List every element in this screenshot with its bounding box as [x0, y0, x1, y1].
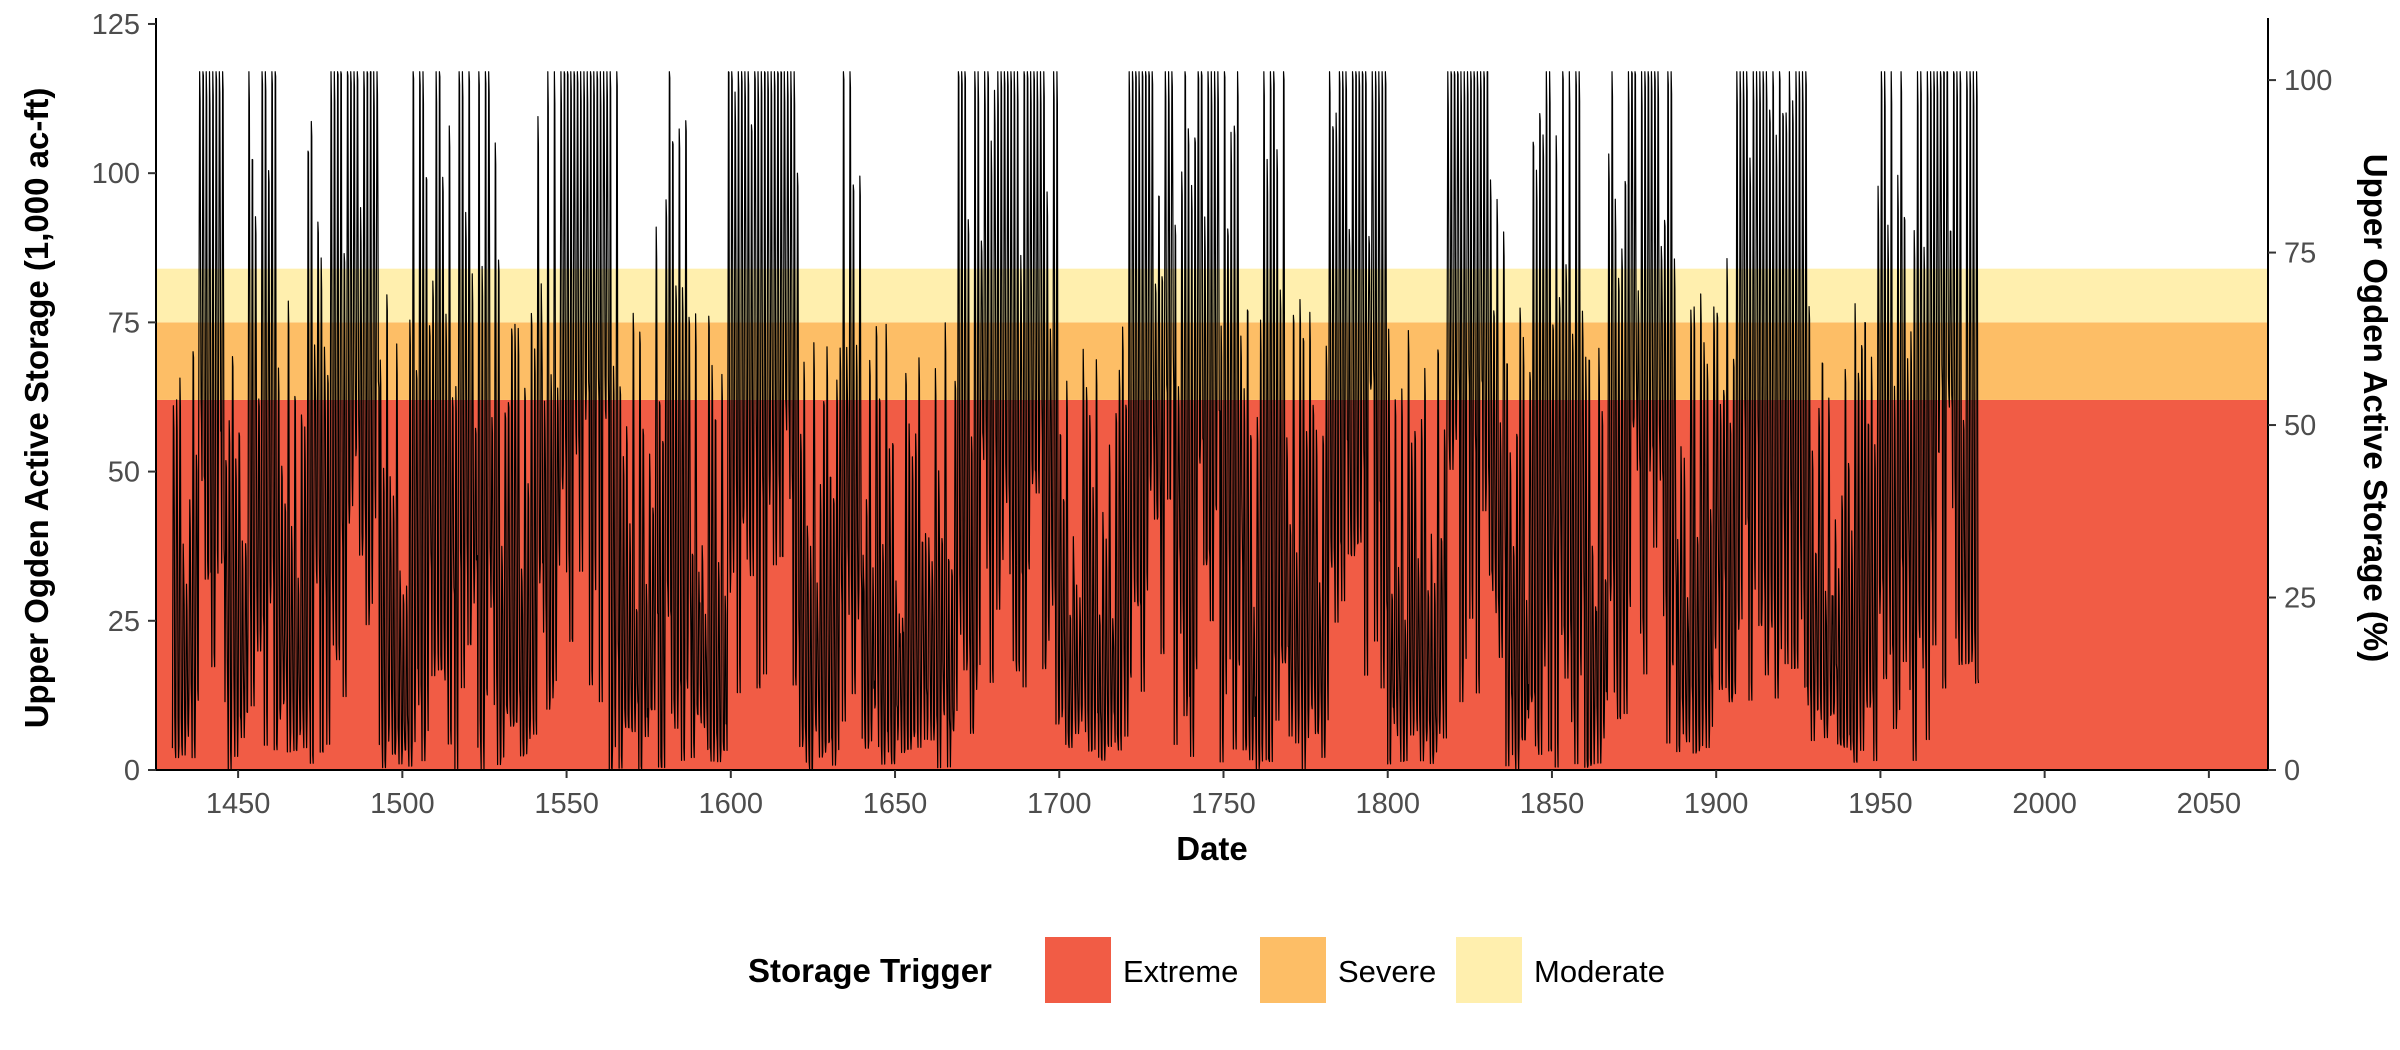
legend-key-moderate	[1456, 937, 1522, 1003]
storage-line	[171, 71, 1980, 771]
x-tick-label: 1800	[1355, 788, 1420, 820]
y-tick-label: 25	[108, 606, 140, 638]
x-tick-label: 2050	[2177, 788, 2242, 820]
legend-title: Storage Trigger	[748, 952, 992, 989]
y-axis-title: Upper Ogden Active Storage (1,000 ac-ft)	[18, 88, 55, 729]
y2-tick-label: 75	[2284, 238, 2316, 270]
x-tick-label: 1600	[699, 788, 764, 820]
x-tick-label: 1450	[206, 788, 271, 820]
x-tick-label: 1850	[1520, 788, 1585, 820]
x-tick-label: 1700	[1027, 788, 1092, 820]
x-tick-label: 1900	[1684, 788, 1749, 820]
y2-tick-label: 100	[2284, 65, 2332, 97]
y-tick-label: 100	[92, 158, 140, 190]
y-tick-label: 50	[108, 457, 140, 489]
x-tick-label: 1650	[863, 788, 928, 820]
y-tick-label: 75	[108, 307, 140, 339]
x-tick-label: 1500	[370, 788, 435, 820]
legend: Storage Trigger Extreme Severe Moderate	[748, 937, 1665, 1003]
legend-label-moderate: Moderate	[1534, 954, 1665, 989]
x-tick-label: 1950	[1848, 788, 1913, 820]
y2-tick-label: 25	[2284, 583, 2316, 615]
legend-label-severe: Severe	[1338, 954, 1436, 989]
x-tick-label: 2000	[2012, 788, 2077, 820]
x-tick-label: 1550	[534, 788, 599, 820]
y2-axis-title: Upper Ogden Active Storage (%)	[2357, 154, 2394, 663]
storage-series	[171, 71, 1980, 771]
legend-label-extreme: Extreme	[1123, 954, 1238, 989]
y2-tick-label: 50	[2284, 410, 2316, 442]
x-axis-title: Date	[1176, 830, 1248, 867]
y-tick-label: 0	[124, 755, 140, 787]
y2-tick-label: 0	[2284, 755, 2300, 787]
legend-key-severe	[1260, 937, 1326, 1003]
axes: 1450 1500 1550 1600 1650 1700 1750 1800 1850 1900…	[92, 9, 2333, 820]
y-tick-label: 125	[92, 9, 140, 41]
legend-key-extreme	[1045, 937, 1111, 1003]
x-tick-label: 1750	[1191, 788, 1256, 820]
